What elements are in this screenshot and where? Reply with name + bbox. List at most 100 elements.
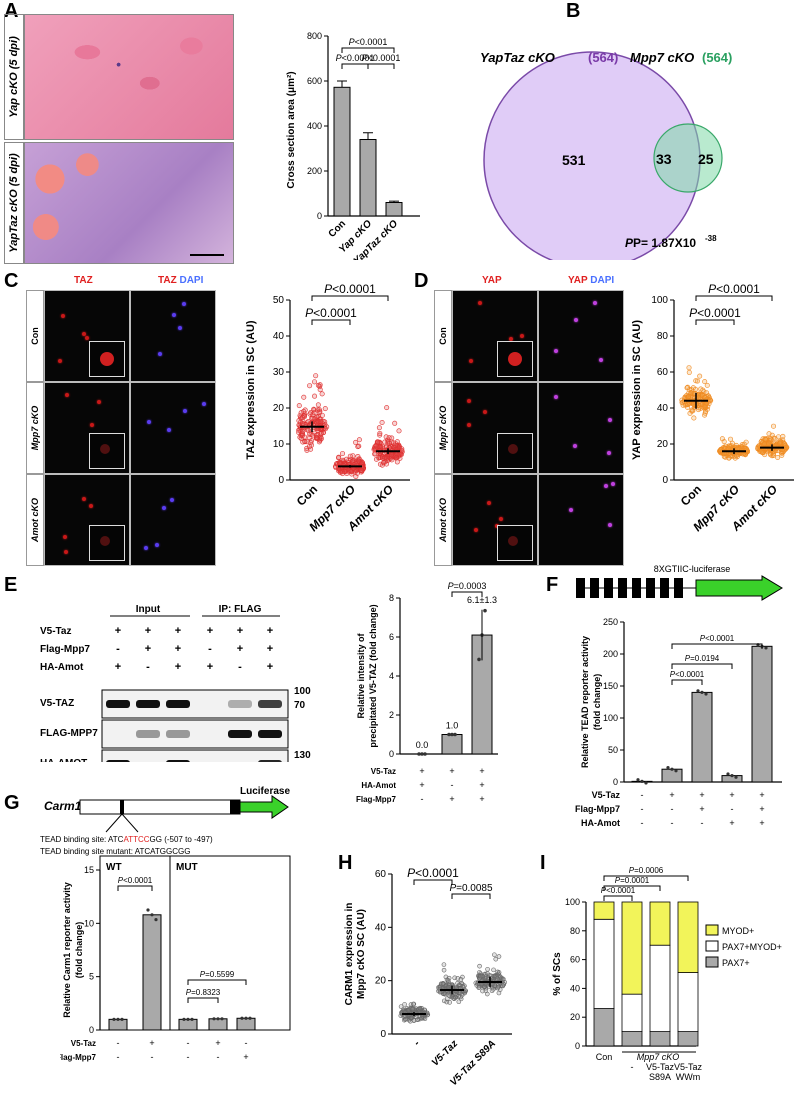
panel-a-row-label-1: Yap cKO (5 dpi): [4, 14, 24, 140]
venn-pval-text: P= 1.87X10: [633, 236, 696, 250]
panel-d-letter: D: [414, 270, 429, 292]
x-tick-label: WWm: [676, 1072, 701, 1082]
y-tick-label: 60: [657, 367, 669, 378]
significance-bracket: [341, 47, 395, 53]
data-point: [389, 457, 395, 463]
p-value-label: P<0.0001: [700, 634, 735, 643]
p-value-label: P<0.0001: [708, 282, 760, 296]
data-point: [419, 1015, 425, 1021]
y-tick-label: 200: [307, 166, 322, 176]
data-point: [398, 1004, 404, 1009]
p-value-label: P<0.0001: [407, 866, 459, 880]
data-point: [460, 974, 465, 980]
data-point: [220, 1017, 224, 1021]
blot-sign: +: [267, 661, 273, 673]
panel-a-histology-yaptaz: [24, 142, 234, 264]
p-value-label: P<0.0001: [336, 53, 375, 63]
data-point: [695, 407, 701, 413]
nucleus: [154, 542, 159, 547]
data-point: [697, 373, 703, 379]
stacked-segment: [621, 993, 643, 1033]
inset-nucleus: [508, 352, 522, 366]
image-row-label: Amot cKO: [434, 474, 452, 566]
y-tick-label: 4: [389, 671, 394, 681]
x-sign: +: [759, 790, 764, 800]
inset-nucleus: [100, 352, 114, 366]
venn-only1: 531: [562, 152, 586, 168]
x-condition-label: V5-Taz: [371, 767, 396, 776]
data-point: [299, 432, 305, 438]
y-tick-label: 600: [307, 76, 322, 86]
stacked-segment: [649, 901, 671, 946]
stacked-segment: [593, 918, 615, 1009]
fluorescence-image: [452, 474, 538, 566]
nucleus: [607, 418, 612, 423]
data-point: [307, 411, 313, 417]
data-point: [702, 404, 708, 410]
x-sign: +: [419, 780, 424, 790]
panel-g-construct: Carm1 Luciferase TEAD binding site: ATCATT…: [40, 786, 290, 856]
x-sign: -: [641, 818, 644, 828]
nucleus: [611, 481, 616, 486]
data-point: [456, 999, 462, 1005]
y-axis-label: Relative intensity of: [356, 632, 366, 718]
panel-c-header-dapi: DAPI: [179, 275, 204, 286]
p-value-label: P=0.5599: [200, 970, 235, 979]
data-point: [301, 394, 307, 400]
panel-g-letter: G: [4, 792, 20, 814]
blot-band: [166, 700, 190, 708]
data-point: [322, 406, 328, 412]
panel-i-chart: 0 20 40 60 80 100 % of SCs Con - V5-TazS89AV5-Taz…: [552, 866, 782, 1082]
data-point: [771, 452, 777, 458]
site-callout: [105, 813, 139, 833]
y-tick-label: 400: [307, 121, 322, 131]
panel-d-header-yap: YAP: [482, 275, 502, 286]
data-point: [393, 443, 399, 449]
nucleus: [553, 395, 558, 400]
x-sign: -: [731, 804, 734, 814]
data-point: [409, 1015, 415, 1021]
x-sign: +: [759, 804, 764, 814]
data-point: [408, 1002, 414, 1007]
data-point: [300, 414, 306, 420]
data-point: [733, 442, 739, 448]
nucleus: [177, 325, 182, 330]
data-point: [707, 397, 713, 403]
data-point: [336, 454, 342, 460]
mw-marker: 70: [294, 700, 306, 711]
y-tick-label: 80: [657, 331, 669, 342]
data-point: [782, 442, 788, 448]
data-point: [700, 387, 706, 393]
significance-bracket: [451, 893, 491, 899]
data-point: [451, 995, 456, 1001]
data-point: [372, 451, 378, 457]
p-value-label: P<0.0001: [305, 306, 357, 320]
x-condition-label: Flag-Mpp7: [575, 804, 620, 814]
panel-c-header-taz: TAZ: [74, 275, 93, 286]
y-axis-label: % of SCs: [552, 952, 563, 996]
blot-strip: [101, 749, 289, 762]
y-tick-label: 0: [389, 749, 394, 759]
data-point: [694, 378, 700, 384]
data-point: [354, 470, 360, 476]
y-tick-label: 0: [380, 1029, 386, 1040]
panel-c-letter: C: [4, 270, 19, 292]
data-point: [154, 918, 158, 922]
x-sign: +: [243, 1052, 248, 1062]
bar: [385, 202, 403, 217]
x-tick-label: Con: [294, 482, 320, 508]
data-point: [324, 424, 330, 430]
data-point: [244, 1016, 248, 1020]
data-point: [743, 439, 749, 445]
bar: [359, 139, 377, 217]
data-point: [296, 403, 302, 409]
significance-bracket: [117, 885, 153, 891]
data-point: [636, 778, 640, 782]
nucleus: [553, 348, 558, 353]
data-point: [644, 781, 648, 785]
y-tick-label: 50: [273, 295, 285, 306]
data-point: [477, 963, 482, 969]
data-point: [686, 365, 692, 371]
p-value-label: P=0.0006: [629, 866, 664, 875]
image-row-label-text: Mpp7 cKO: [438, 405, 448, 451]
